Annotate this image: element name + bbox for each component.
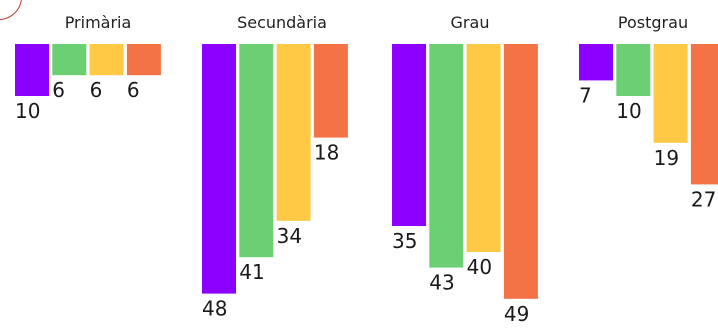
bar: [15, 44, 49, 96]
value-label: 19: [654, 146, 679, 170]
value-label: 40: [467, 255, 492, 279]
panel-title: Grau: [451, 13, 490, 32]
bar: [653, 44, 688, 143]
bar: [503, 44, 538, 299]
value-label: 48: [202, 297, 227, 321]
bar: [466, 44, 501, 252]
value-label: 6: [90, 78, 103, 102]
value-label: 10: [15, 99, 40, 123]
value-label: 7: [579, 83, 592, 107]
value-label: 49: [504, 302, 529, 326]
value-label: 34: [277, 224, 302, 248]
value-label: 35: [392, 229, 417, 253]
value-label: 27: [691, 187, 716, 211]
bar: [690, 44, 718, 185]
value-label: 6: [127, 78, 140, 102]
value-label: 10: [616, 99, 641, 123]
bar: [616, 44, 651, 96]
panel-title: Postgrau: [618, 13, 688, 32]
bar: [89, 44, 124, 76]
value-label: 43: [429, 271, 454, 295]
bar: [313, 44, 348, 138]
value-label: 6: [52, 78, 65, 102]
panel-title: Primària: [65, 13, 132, 32]
bar: [276, 44, 311, 221]
bar: [52, 44, 87, 76]
value-label: 41: [239, 260, 264, 284]
bar: [392, 44, 426, 226]
bar: [126, 44, 161, 76]
bar: [579, 44, 613, 81]
bar: [239, 44, 274, 258]
value-label: 18: [314, 141, 339, 165]
panel-title: Secundària: [237, 13, 327, 32]
bar: [202, 44, 236, 294]
bar: [429, 44, 464, 268]
